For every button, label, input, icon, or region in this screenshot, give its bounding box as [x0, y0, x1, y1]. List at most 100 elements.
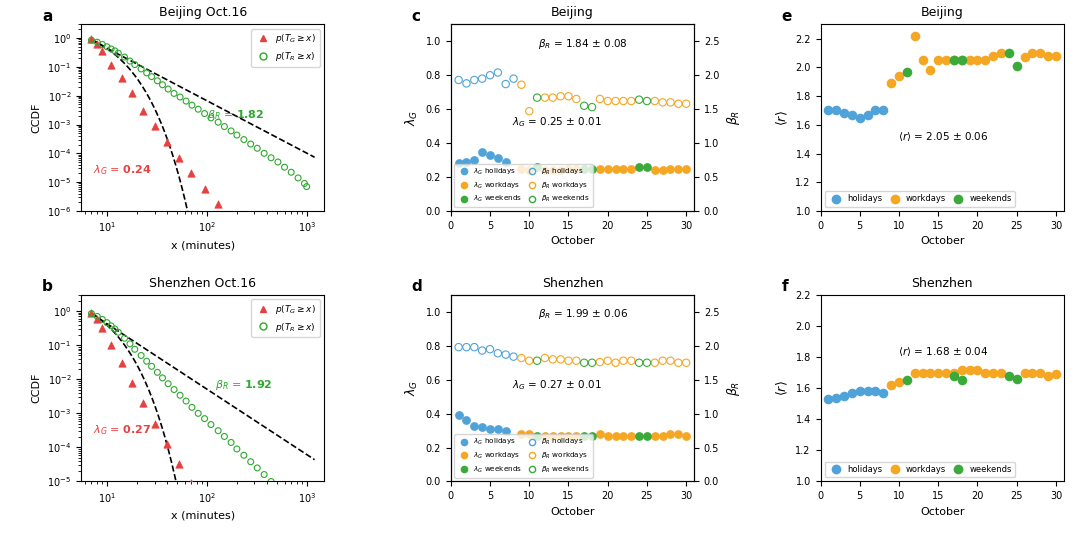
Point — [820, 106, 837, 115]
Point — [851, 113, 868, 122]
Point — [216, 432, 233, 441]
Y-axis label: $\beta_R$: $\beta_R$ — [725, 380, 742, 396]
Text: b: b — [42, 279, 53, 294]
Point — [583, 359, 600, 367]
Point — [482, 425, 499, 433]
Point — [184, 101, 201, 109]
Point — [646, 97, 663, 105]
Point — [190, 409, 207, 418]
Point — [177, 97, 194, 105]
Point — [202, 114, 219, 122]
Point — [646, 431, 663, 440]
Point — [559, 357, 577, 365]
Point — [677, 359, 694, 367]
Point — [670, 164, 687, 173]
Point — [843, 388, 861, 397]
Point — [489, 68, 507, 77]
Point — [126, 345, 144, 354]
Point — [631, 95, 648, 104]
Point — [283, 497, 300, 506]
Point — [183, 169, 200, 178]
Point — [172, 93, 189, 101]
Point — [482, 345, 499, 353]
Point — [1039, 51, 1056, 60]
Title: Beijing Oct.16: Beijing Oct.16 — [159, 6, 246, 19]
Point — [622, 431, 639, 440]
Point — [521, 107, 538, 116]
Point — [867, 387, 885, 395]
Point — [875, 106, 892, 115]
Point — [497, 157, 514, 166]
Title: Shenzhen: Shenzhen — [542, 276, 603, 289]
Point — [458, 79, 475, 88]
Point — [521, 166, 538, 175]
Point — [836, 109, 853, 117]
Point — [83, 309, 100, 318]
Point — [993, 368, 1010, 377]
Point — [521, 357, 538, 365]
Point — [222, 127, 240, 135]
Point — [646, 359, 663, 367]
Point — [190, 105, 207, 114]
Point — [607, 97, 624, 105]
Point — [591, 430, 608, 438]
Point — [843, 110, 861, 119]
Text: $\langle r \rangle$ = 2.05 ± 0.06: $\langle r \rangle$ = 2.05 ± 0.06 — [899, 130, 989, 143]
Point — [937, 368, 955, 377]
X-axis label: October: October — [920, 507, 964, 517]
Point — [638, 431, 656, 440]
Point — [591, 358, 608, 366]
Point — [242, 457, 259, 466]
Point — [482, 71, 499, 80]
Point — [576, 164, 593, 173]
Legend: $p(T_G\geq x)$, $p(T_R\geq x)$: $p(T_G\geq x)$, $p(T_R\geq x)$ — [251, 299, 320, 337]
Point — [591, 164, 608, 173]
Point — [552, 431, 569, 440]
X-axis label: October: October — [550, 507, 595, 517]
Point — [458, 157, 475, 166]
Point — [568, 357, 585, 365]
Point — [489, 349, 507, 358]
Point — [505, 352, 523, 361]
Point — [921, 66, 939, 75]
Text: $\langle r \rangle$ = 1.68 ± 0.04: $\langle r \rangle$ = 1.68 ± 0.04 — [899, 345, 989, 358]
Point — [160, 379, 177, 388]
Point — [985, 368, 1002, 377]
Point — [159, 137, 176, 146]
Point — [568, 164, 585, 173]
Point — [1024, 368, 1041, 377]
Point — [945, 368, 962, 377]
Point — [106, 47, 123, 55]
Point — [134, 107, 151, 115]
Point — [961, 365, 978, 374]
Point — [827, 106, 845, 115]
Point — [583, 431, 600, 440]
Title: Beijing: Beijing — [551, 6, 594, 19]
Point — [615, 431, 632, 440]
Text: e: e — [782, 9, 792, 24]
Point — [138, 69, 156, 77]
Point — [465, 421, 483, 430]
Point — [248, 464, 266, 472]
Point — [89, 312, 106, 321]
Point — [677, 100, 694, 108]
Point — [298, 516, 315, 524]
Point — [153, 373, 171, 382]
Point — [969, 365, 986, 374]
Point — [133, 351, 150, 360]
Point — [124, 378, 141, 387]
Point — [235, 135, 253, 144]
Point — [544, 355, 562, 364]
Point — [1048, 51, 1065, 60]
Point — [662, 430, 679, 438]
Point — [228, 131, 245, 140]
Point — [615, 164, 632, 173]
Point — [576, 431, 593, 440]
Point — [473, 74, 490, 83]
Point — [528, 162, 545, 171]
Point — [473, 423, 490, 432]
Point — [937, 56, 955, 64]
Point — [899, 376, 916, 385]
Point — [930, 368, 947, 377]
Point — [969, 56, 986, 64]
